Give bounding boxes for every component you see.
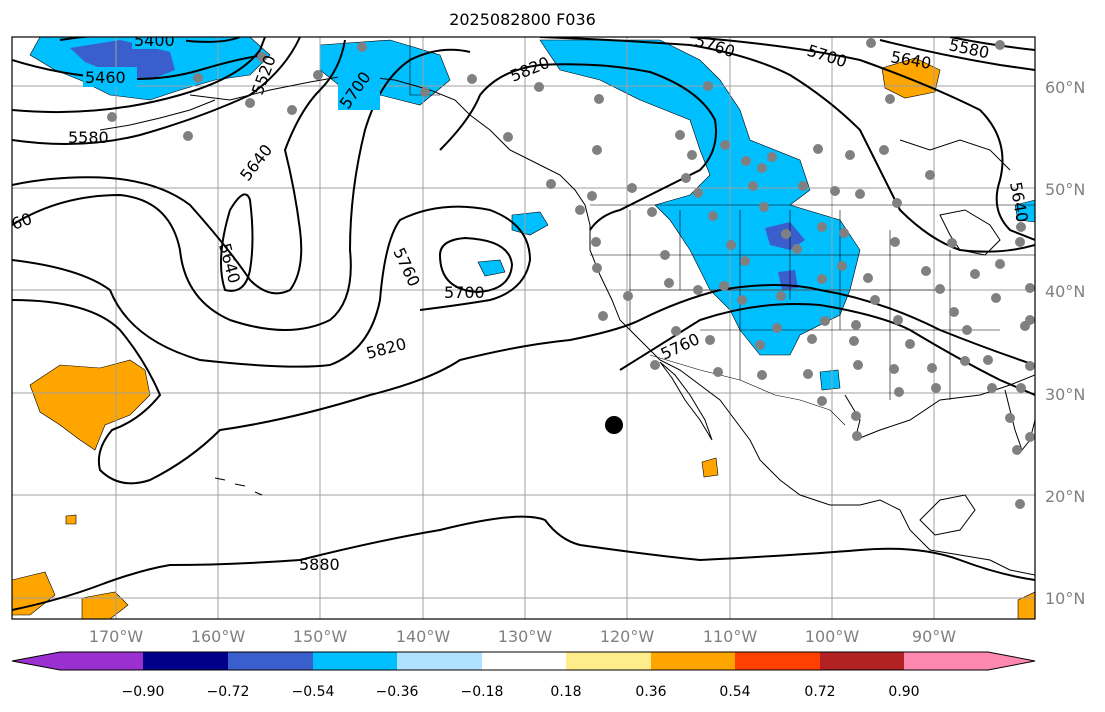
contour-label: 5880 xyxy=(299,555,340,574)
colorbar-tick-label: −0.90 xyxy=(122,684,165,700)
contour-5760-north xyxy=(539,37,1035,253)
lon-label: 130°W xyxy=(498,627,553,646)
positive-anomaly-region-small xyxy=(65,514,77,525)
lon-label: 140°W xyxy=(396,627,451,646)
great-lakes xyxy=(939,209,1001,256)
contour-label: 5700 xyxy=(444,283,485,302)
contour-5580-ne xyxy=(949,37,1035,51)
political-borders xyxy=(409,37,1035,426)
height-contours xyxy=(12,37,1035,611)
colorbar-tick-label: 0.18 xyxy=(550,684,581,700)
contour-5820 xyxy=(12,284,1035,485)
colorbar-tick-label: −0.36 xyxy=(376,684,419,700)
lon-label: 150°W xyxy=(293,627,348,646)
contour-5820-north xyxy=(439,63,717,231)
colorbar-swatch xyxy=(228,652,313,670)
contour-5700-low xyxy=(439,236,514,294)
lat-label: 20°N xyxy=(1045,487,1085,506)
negative-anomaly-region-offshore-2 xyxy=(477,259,506,277)
negative-anomaly-region-tx xyxy=(819,369,841,391)
lon-label: 160°W xyxy=(191,627,246,646)
contour-5880-east xyxy=(619,303,1035,396)
colorbar-swatch xyxy=(143,652,228,670)
lat-label: 40°N xyxy=(1045,282,1085,301)
colorbar-swatch xyxy=(820,652,904,670)
baja-coast xyxy=(659,361,713,441)
colorbar-outline xyxy=(11,651,1036,671)
colorbar-swatch xyxy=(735,652,820,670)
contour-5880 xyxy=(12,515,1035,611)
positive-anomaly-region-baja xyxy=(701,457,719,478)
hudson-bay xyxy=(899,139,1011,171)
lat-label: 10°N xyxy=(1045,589,1085,608)
contour-label: 5400 xyxy=(134,31,175,50)
strong-negative-region-alaska xyxy=(70,40,175,80)
lat-label: 50°N xyxy=(1045,180,1085,199)
contour-label: 60 xyxy=(9,209,35,234)
map-frame xyxy=(11,36,1036,620)
contour-5580 xyxy=(12,37,301,145)
positive-anomaly-region-sw-corner xyxy=(12,571,56,616)
contour-label: 5460 xyxy=(85,68,126,87)
colorbar-swatch xyxy=(566,652,651,670)
negative-anomaly-region-canada-east xyxy=(1014,199,1035,223)
lon-label: 170°W xyxy=(89,627,144,646)
colorbar: −0.90 −0.72 −0.54 −0.36 −0.18 0.18 0.36 … xyxy=(11,651,1036,700)
contour-5460 xyxy=(12,54,266,80)
colorbar-tick-label: −0.72 xyxy=(207,684,250,700)
positive-anomaly-region-hudson xyxy=(881,57,941,99)
positive-anomaly-region-se-corner xyxy=(1017,591,1035,619)
colorbar-swatch xyxy=(904,652,1035,670)
colorbar-tick-label: 0.72 xyxy=(804,684,835,700)
negative-anomaly-region-offshore-1 xyxy=(511,211,549,236)
colorbar-swatch xyxy=(313,652,397,670)
contour-5640-west xyxy=(12,39,346,295)
aleutians xyxy=(99,99,216,131)
colorbar-swatch xyxy=(651,652,735,670)
hawaii xyxy=(214,477,263,496)
positive-anomaly-region-central-pacific xyxy=(29,359,151,451)
yucatan-coast xyxy=(919,494,976,536)
contour-5520 xyxy=(12,37,266,114)
contour-5640-ne xyxy=(879,39,1035,71)
station-markers xyxy=(107,38,1035,509)
gulf-coast xyxy=(844,374,1035,441)
lon-label: 100°W xyxy=(805,627,860,646)
contour-label: 5580 xyxy=(68,128,109,147)
map-title: 2025082800 F036 xyxy=(449,10,596,29)
lat-label: 30°N xyxy=(1045,385,1085,404)
lat-label: 60°N xyxy=(1045,78,1085,97)
contour-5640-loop xyxy=(220,193,254,292)
colorbar-swatch xyxy=(397,652,482,670)
colorbar-swatch xyxy=(12,652,143,670)
colorbar-ticks: −0.90 −0.72 −0.54 −0.36 −0.18 0.18 0.36 … xyxy=(122,684,920,700)
highlight-marker xyxy=(605,416,623,434)
colorbar-tick-label: 0.36 xyxy=(635,684,666,700)
colorbar-swatch xyxy=(482,652,566,670)
map-area xyxy=(12,37,1035,619)
contour-5700-north xyxy=(689,37,1035,241)
colorbar-tick-label: −0.18 xyxy=(461,684,504,700)
colorbar-tick-label: 0.90 xyxy=(888,684,919,700)
colorbar-tick-label: 0.54 xyxy=(719,684,750,700)
contour-5760 xyxy=(12,205,532,368)
lon-label: 90°W xyxy=(912,627,956,646)
lon-label: 120°W xyxy=(600,627,655,646)
lon-label: 110°W xyxy=(703,627,758,646)
contour-5700-pacific xyxy=(12,48,471,331)
longitude-labels: 170°W 160°W 150°W 140°W 130°W 120°W 110°… xyxy=(89,627,956,646)
latitude-labels: 60°N 50°N 40°N 30°N 20°N 10°N xyxy=(1045,78,1085,608)
colorbar-tick-label: −0.54 xyxy=(292,684,335,700)
